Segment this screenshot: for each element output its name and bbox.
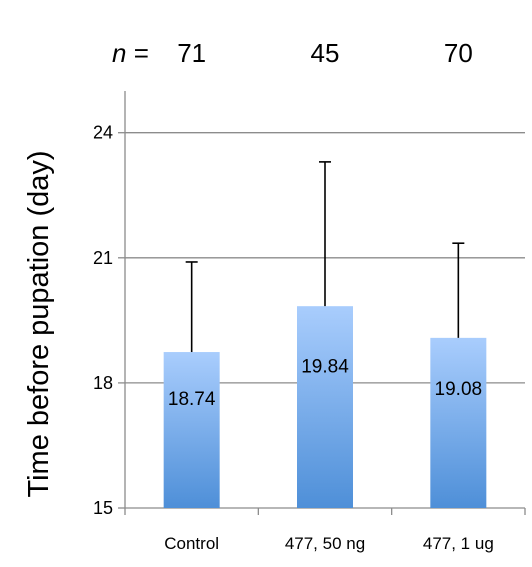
y-ticks: 15 18 21 24 [93,123,113,518]
y-tick-label-0: 15 [93,498,113,518]
bar-1 [297,306,353,508]
error-bars [185,161,465,353]
x-ticks: Control 477, 50 ng 477, 1 ug [164,534,494,553]
data-labels: 18.74 19.84 19.08 [168,357,482,410]
n-values: 71 45 70 [177,38,473,68]
n-value-0: 71 [177,38,206,68]
data-label-0: 18.74 [168,389,216,410]
x-tick-label-2: 477, 1 ug [423,534,494,553]
n-value-1: 45 [311,38,340,68]
bar-0 [163,352,220,508]
n-label: n [112,38,126,68]
n-equals: = [126,38,148,68]
data-label-2: 19.08 [435,379,483,400]
x-tick-label-1: 477, 50 ng [285,534,365,553]
bars [163,306,487,508]
y-tick-label-2: 21 [93,248,113,268]
x-tick-label-0: Control [164,534,219,553]
y-tick-label-3: 24 [93,123,113,143]
n-prefix: n = [112,38,149,68]
y-tick-label-1: 18 [93,373,113,393]
data-label-1: 19.84 [301,357,349,378]
y-axis-label: Time before pupation (day) [23,150,55,497]
bar-2 [430,337,487,508]
n-value-2: 70 [444,38,473,68]
